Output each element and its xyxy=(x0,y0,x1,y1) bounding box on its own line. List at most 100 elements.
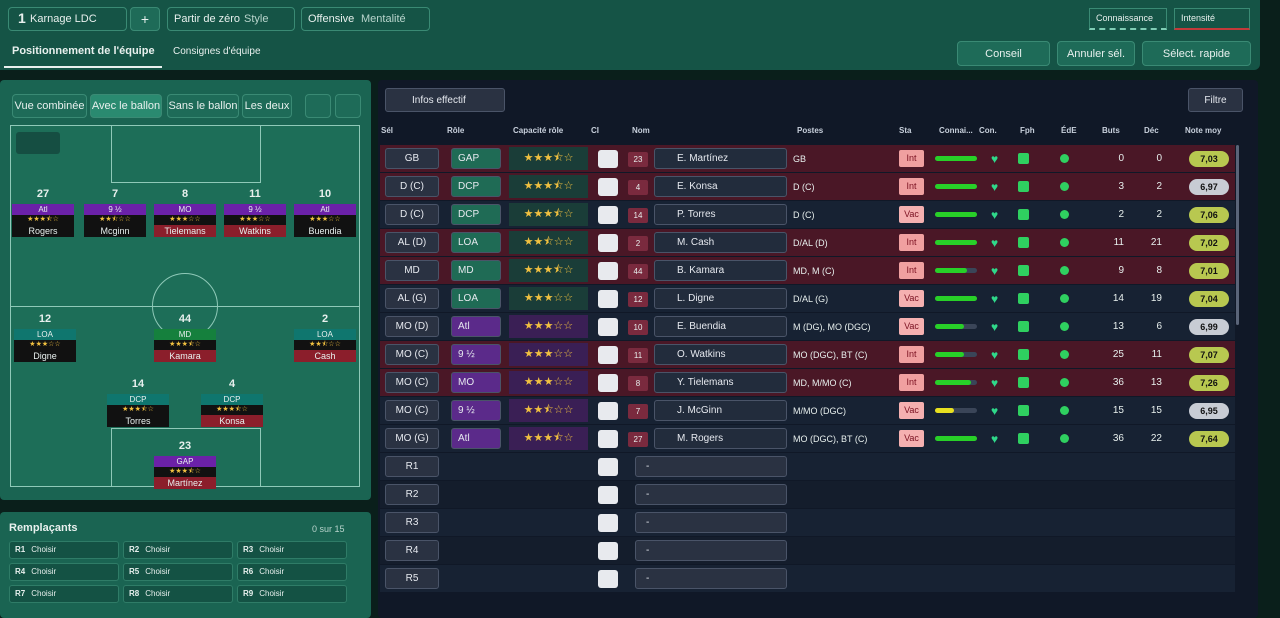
position-button[interactable]: D (C) xyxy=(385,176,439,197)
position-button[interactable]: MO (G) xyxy=(385,428,439,449)
sub-slot[interactable]: R7 Choisir xyxy=(9,585,119,603)
role-button[interactable]: GAP xyxy=(451,148,501,169)
role-button[interactable]: DCP xyxy=(451,176,501,197)
filter-button[interactable]: Filtre xyxy=(1188,88,1243,112)
action-button[interactable]: Conseil xyxy=(957,41,1050,66)
role-button[interactable]: MO xyxy=(451,372,501,393)
player-name[interactable]: L. Digne xyxy=(654,288,787,309)
player-name[interactable]: M. Cash xyxy=(654,232,787,253)
column-header: CI xyxy=(591,126,599,135)
action-button[interactable]: Sélect. rapide xyxy=(1142,41,1251,66)
position-button[interactable]: AL (G) xyxy=(385,288,439,309)
add-button[interactable]: + xyxy=(130,7,160,31)
position-button[interactable]: MO (D) xyxy=(385,316,439,337)
ci-button[interactable] xyxy=(598,570,618,588)
role-button[interactable]: MD xyxy=(451,260,501,281)
player-name[interactable]: Konsa xyxy=(201,415,263,427)
ci-button[interactable] xyxy=(598,346,618,364)
position-button[interactable]: AL (D) xyxy=(385,232,439,253)
player-name[interactable]: Digne xyxy=(14,350,76,362)
eye-button[interactable] xyxy=(16,132,60,154)
player-name[interactable]: E. Konsa xyxy=(654,176,787,197)
view-icon-button[interactable] xyxy=(305,94,331,118)
player-name[interactable]: Buendia xyxy=(294,225,356,237)
player-name[interactable]: P. Torres xyxy=(654,204,787,225)
player-name[interactable]: E. Martínez xyxy=(654,148,787,169)
player-name[interactable]: Torres xyxy=(107,415,169,427)
position-button[interactable]: R2 xyxy=(385,484,439,505)
role-button[interactable]: Atl xyxy=(451,428,501,449)
mentality-dropdown[interactable] xyxy=(301,7,430,31)
sub-slot[interactable]: R1 Choisir xyxy=(9,541,119,559)
toolbar-button[interactable]: Infos effectif xyxy=(385,88,505,112)
position-button[interactable]: MO (C) xyxy=(385,344,439,365)
role-button[interactable]: 9 ½ xyxy=(451,344,501,365)
sub-slot[interactable]: R3 Choisir xyxy=(237,541,347,559)
ci-button[interactable] xyxy=(598,150,618,168)
view-tab[interactable]: Avec le ballon xyxy=(90,94,162,118)
position-button[interactable]: R4 xyxy=(385,540,439,561)
player-name[interactable]: Watkins xyxy=(224,225,286,237)
sub-slot[interactable]: R6 Choisir xyxy=(237,563,347,581)
ci-button[interactable] xyxy=(598,318,618,336)
sub-slot[interactable]: R5 Choisir xyxy=(123,563,233,581)
action-button[interactable]: Annuler sél. xyxy=(1057,41,1135,66)
player-name[interactable]: Tielemans xyxy=(154,225,216,237)
player-select[interactable]: - xyxy=(635,456,787,477)
ci-button[interactable] xyxy=(598,262,618,280)
sub-slot[interactable]: R2 Choisir xyxy=(123,541,233,559)
tactic-dropdown[interactable] xyxy=(8,7,127,31)
tab[interactable]: Positionnement de l'équipe xyxy=(12,45,155,57)
role-button[interactable]: LOA xyxy=(451,288,501,309)
role-button[interactable]: Atl xyxy=(451,316,501,337)
position-button[interactable]: MO (C) xyxy=(385,400,439,421)
view-tab[interactable]: Sans le ballon xyxy=(167,94,239,118)
position-button[interactable]: R1 xyxy=(385,456,439,477)
position-button[interactable]: GB xyxy=(385,148,439,169)
player-name[interactable]: Cash xyxy=(294,350,356,362)
sub-slot[interactable]: R4 Choisir xyxy=(9,563,119,581)
ci-button[interactable] xyxy=(598,430,618,448)
player-name[interactable]: Y. Tielemans xyxy=(654,372,787,393)
ci-button[interactable] xyxy=(598,206,618,224)
player-name[interactable]: Rogers xyxy=(12,225,74,237)
player-select[interactable]: - xyxy=(635,512,787,533)
player-name[interactable]: Martínez xyxy=(154,477,216,489)
ci-button[interactable] xyxy=(598,402,618,420)
player-name[interactable]: J. McGinn xyxy=(654,400,787,421)
role-button[interactable]: 9 ½ xyxy=(451,400,501,421)
condition-icon: ♥ xyxy=(991,376,999,390)
role-button[interactable]: DCP xyxy=(451,204,501,225)
player-select[interactable]: - xyxy=(635,484,787,505)
ci-button[interactable] xyxy=(598,542,618,560)
ci-button[interactable] xyxy=(598,486,618,504)
player-name[interactable]: E. Buendia xyxy=(654,316,787,337)
ci-button[interactable] xyxy=(598,290,618,308)
position-button[interactable]: MO (C) xyxy=(385,372,439,393)
ci-button[interactable] xyxy=(598,458,618,476)
position-button[interactable]: MD xyxy=(385,260,439,281)
player-name[interactable]: Kamara xyxy=(154,350,216,362)
player-name[interactable]: B. Kamara xyxy=(654,260,787,281)
view-tab[interactable]: Vue combinée xyxy=(12,94,87,118)
ci-button[interactable] xyxy=(598,514,618,532)
player-select[interactable]: - xyxy=(635,540,787,561)
sub-slot[interactable]: R9 Choisir xyxy=(237,585,347,603)
sub-slot[interactable]: R8 Choisir xyxy=(123,585,233,603)
ci-button[interactable] xyxy=(598,374,618,392)
position-button[interactable]: R5 xyxy=(385,568,439,589)
view-tab[interactable]: Les deux xyxy=(242,94,292,118)
collapse-button[interactable] xyxy=(335,94,361,118)
player-select[interactable]: - xyxy=(635,568,787,589)
player-name[interactable]: M. Rogers xyxy=(654,428,787,449)
ci-button[interactable] xyxy=(598,178,618,196)
player-name[interactable]: O. Watkins xyxy=(654,344,787,365)
position-button[interactable]: R3 xyxy=(385,512,439,533)
tab[interactable]: Consignes d'équipe xyxy=(173,46,261,57)
style-dropdown[interactable] xyxy=(167,7,295,31)
form-icon xyxy=(1060,434,1069,443)
ci-button[interactable] xyxy=(598,234,618,252)
role-button[interactable]: LOA xyxy=(451,232,501,253)
player-name[interactable]: Mcginn xyxy=(84,225,146,237)
position-button[interactable]: D (C) xyxy=(385,204,439,225)
